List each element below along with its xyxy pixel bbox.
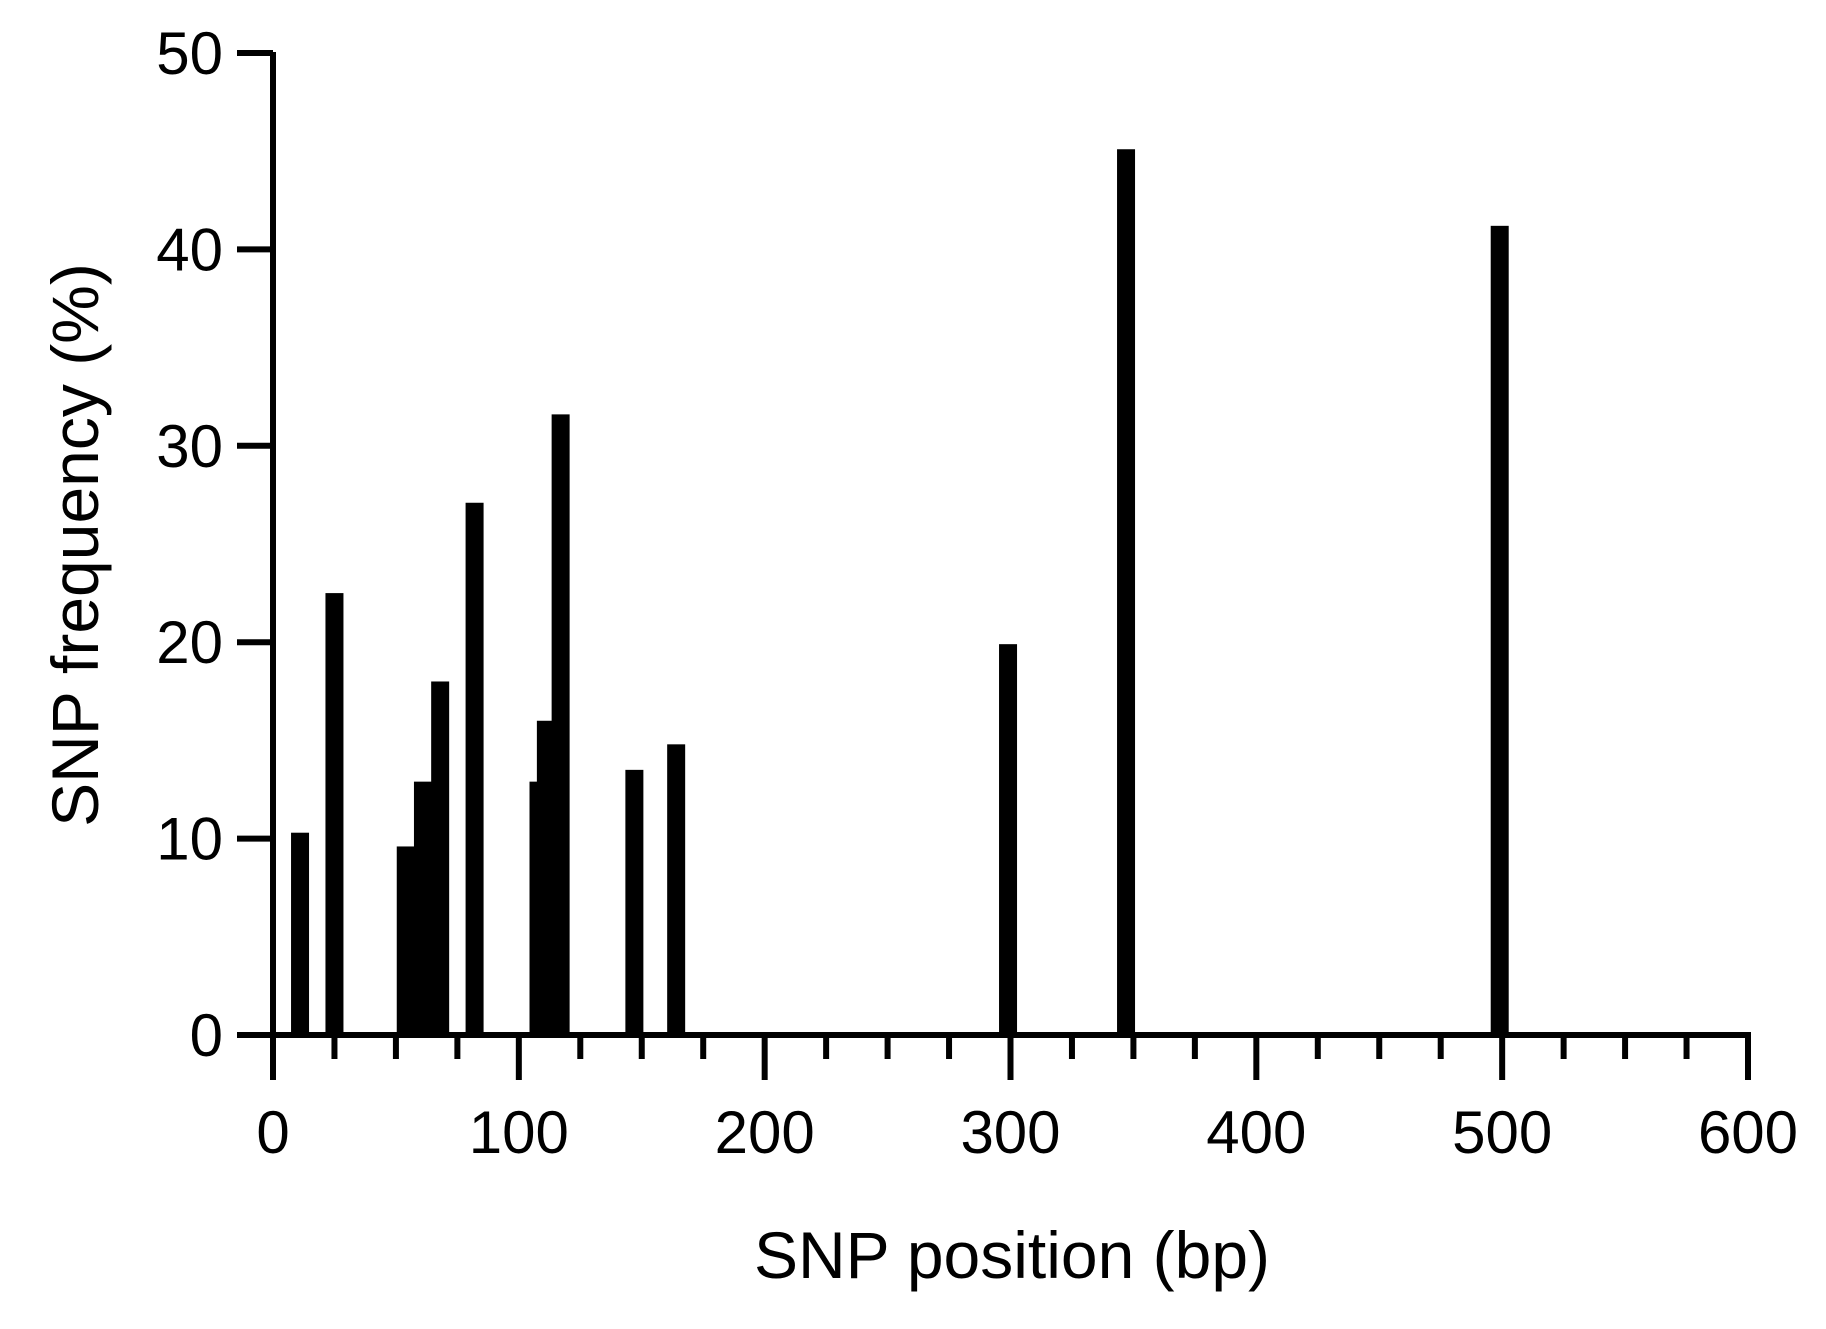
- y-tick-label-3: 30: [156, 413, 223, 480]
- bar-11: [999, 644, 1018, 1035]
- x-tick-label-2: 200: [715, 1099, 815, 1166]
- x-tick-label-6: 600: [1698, 1099, 1798, 1166]
- bar-3: [413, 781, 432, 1035]
- bar-7: [536, 720, 555, 1035]
- x-tick-label-1: 100: [469, 1099, 569, 1166]
- x-tick-label-3: 300: [960, 1099, 1060, 1166]
- x-axis-title: SNP position (bp): [754, 1218, 1270, 1292]
- x-tick-label-5: 500: [1452, 1099, 1552, 1166]
- bar-13: [1490, 225, 1509, 1035]
- bar-2: [396, 846, 415, 1035]
- x-tick-label-4: 400: [1206, 1099, 1306, 1166]
- bar-1: [325, 593, 344, 1035]
- y-tick-label-5: 50: [156, 20, 223, 87]
- y-tick-label-1: 10: [156, 806, 223, 873]
- y-axis-title: SNP frequency (%): [38, 263, 112, 827]
- bar-0: [291, 832, 310, 1035]
- y-tick-label-4: 40: [156, 216, 223, 283]
- bar-8: [551, 414, 570, 1036]
- bar-9: [625, 769, 644, 1035]
- x-tick-label-0: 0: [256, 1099, 289, 1166]
- labels-layer: SNP position (bp) SNP frequency (%): [38, 263, 1270, 1292]
- bars-layer: [291, 149, 1509, 1036]
- bar-5: [465, 502, 484, 1036]
- bar-12: [1117, 149, 1136, 1036]
- bar-4: [431, 681, 450, 1035]
- bar-10: [667, 744, 686, 1035]
- y-tick-label-0: 0: [190, 1002, 223, 1069]
- y-tick-label-2: 20: [156, 609, 223, 676]
